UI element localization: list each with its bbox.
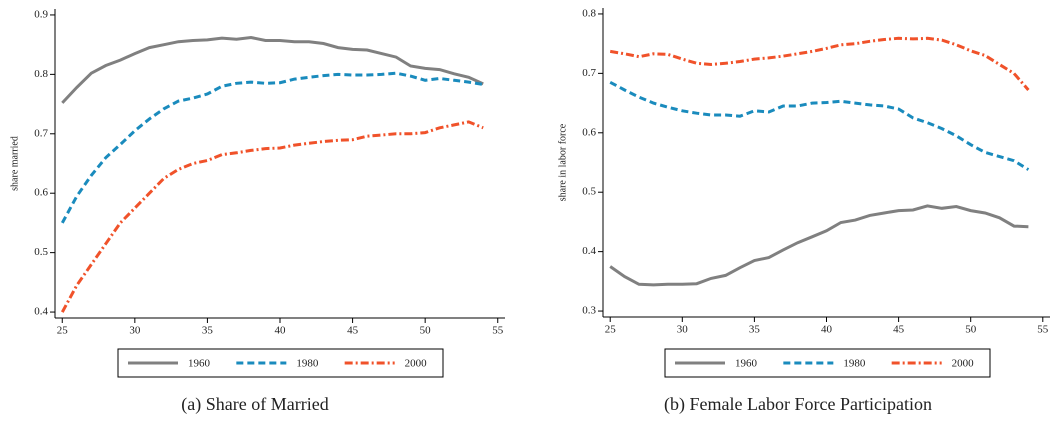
- y-tick-label: 0.8: [582, 7, 596, 19]
- y-axis-label: share in labor force: [557, 123, 568, 201]
- x-tick-label: 30: [677, 324, 689, 336]
- x-tick-label: 45: [893, 324, 905, 336]
- x-tick-label: 40: [821, 324, 833, 336]
- y-tick-label: 0.7: [582, 67, 596, 79]
- y-tick-label: 0.7: [34, 127, 48, 139]
- y-tick-label: 0.6: [582, 126, 596, 138]
- x-tick-label: 25: [605, 324, 617, 336]
- series-line: [609, 36, 1030, 91]
- y-tick-label: 0.3: [582, 305, 596, 317]
- x-tick-label: 35: [749, 324, 761, 336]
- series-line: [60, 120, 484, 313]
- legend-label: 1960: [188, 358, 211, 370]
- x-tick-label: 25: [57, 325, 69, 337]
- y-tick-label: 0.8: [34, 68, 48, 80]
- series-line: [609, 204, 1029, 287]
- series-line: [60, 71, 484, 224]
- x-tick-label: 50: [965, 324, 977, 336]
- x-tick-label: 40: [275, 325, 287, 337]
- legend-label: 1980: [296, 358, 319, 370]
- x-tick-label: 55: [1037, 324, 1049, 336]
- y-tick-label: 0.5: [582, 186, 596, 198]
- legend-label: 2000: [405, 358, 428, 370]
- y-tick-label: 0.6: [34, 187, 48, 199]
- x-tick-label: 50: [420, 325, 432, 337]
- legend-label: 1980: [843, 358, 866, 370]
- series-line: [609, 80, 1030, 171]
- y-tick-label: 0.5: [34, 246, 48, 258]
- y-tick-label: 0.4: [582, 245, 596, 257]
- legend-label: 2000: [952, 358, 975, 370]
- y-tick-label: 0.4: [34, 306, 48, 318]
- caption: (b) Female Labor Force Participation: [664, 394, 932, 415]
- x-tick-label: 55: [492, 325, 504, 337]
- y-axis-label: share married: [9, 136, 20, 191]
- legend-label: 1960: [735, 358, 758, 370]
- x-tick-label: 30: [129, 325, 141, 337]
- x-tick-label: 45: [347, 325, 359, 337]
- x-tick-label: 35: [202, 325, 214, 337]
- series-line: [61, 35, 484, 104]
- y-tick-label: 0.9: [34, 8, 48, 20]
- caption: (a) Share of Married: [181, 394, 328, 415]
